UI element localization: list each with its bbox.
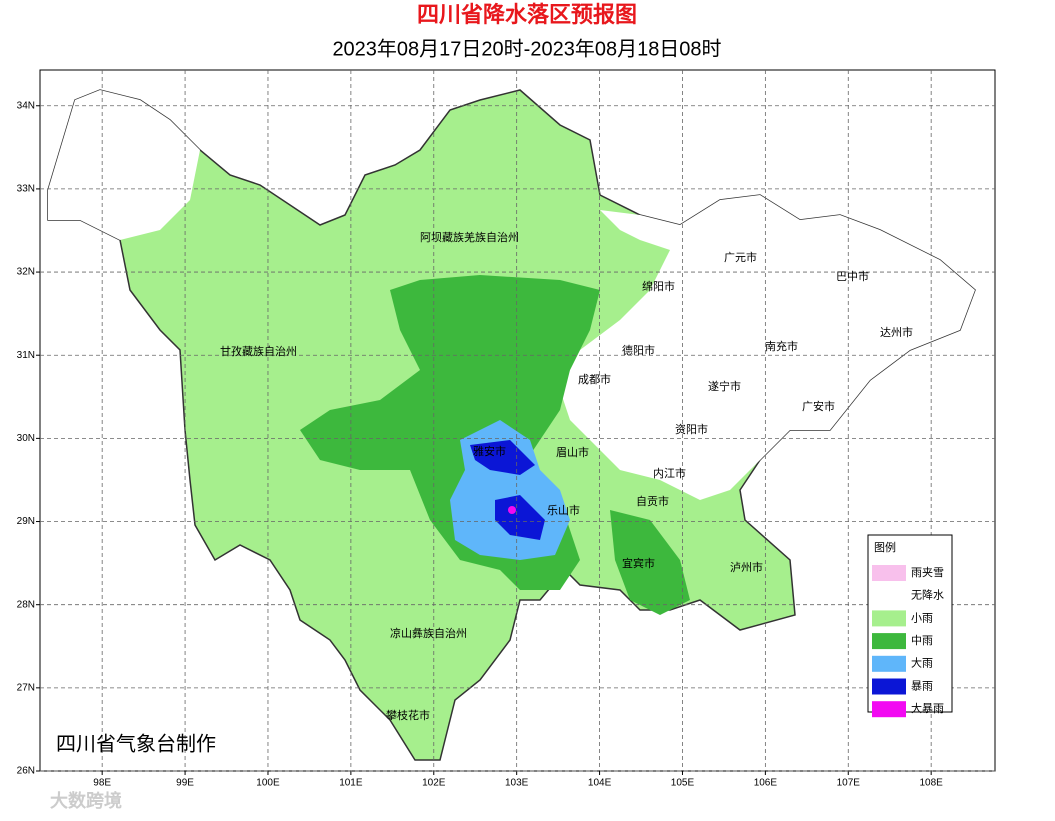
title: 四川省降水落区预报图 [417,2,637,27]
legend-title: 图例 [874,540,896,554]
place-label: 绵阳市 [642,279,675,293]
place-label: 成都市 [578,372,611,386]
x-tick-label: 101E [339,778,363,789]
legend-label: 无降水 [911,588,944,602]
x-tick-label: 106E [754,778,778,789]
x-tick-label: 102E [422,778,446,789]
x-tick-label: 99E [176,778,194,789]
legend-label: 中雨 [911,634,933,647]
place-label: 资阳市 [675,422,708,436]
y-tick-label: 33N [17,184,35,195]
legend-label: 大暴雨 [911,701,944,715]
x-tick-label: 100E [256,778,280,789]
rain-areas [47,89,976,761]
x-tick-label: 105E [671,778,695,789]
rainstorm-north [470,440,535,475]
place-label: 内江市 [653,466,686,480]
legend-swatch [872,655,906,672]
place-label: 雅安市 [473,444,506,458]
heavy-rainstorm [508,506,516,514]
legend-label: 暴雨 [911,679,933,692]
x-tick-label: 108E [919,778,943,789]
watermark: 大数跨境 [50,790,122,811]
legend-swatch [872,701,906,718]
place-label: 巴中市 [836,269,869,283]
place-label: 南充市 [765,339,798,353]
y-tick-label: 27N [17,682,35,693]
place-label: 自贡市 [636,494,669,508]
y-tick-label: 32N [17,267,35,278]
place-label: 阿坝藏族羌族自治州 [420,230,519,244]
place-label: 德阳市 [622,343,655,357]
x-tick-label: 98E [93,778,111,789]
place-label: 乐山市 [547,503,580,517]
y-tick-label: 28N [17,599,35,610]
legend-swatch [872,633,906,650]
legend-swatch [872,565,906,581]
rainstorm-south [495,495,545,540]
place-label: 甘孜藏族自治州 [220,344,297,358]
x-tick-label: 107E [837,778,861,789]
y-tick-label: 30N [17,433,35,444]
moderate-rain-south [610,510,690,615]
place-label: 达州市 [880,325,913,339]
place-label: 攀枝花市 [386,708,430,722]
y-tick-label: 29N [17,516,35,527]
place-label: 泸州市 [730,560,763,574]
credit: 四川省气象台制作 [56,732,216,755]
legend-label: 雨夹雪 [911,566,944,579]
x-tick-label: 103E [505,778,529,789]
no-rain-northwest [48,90,200,240]
subtitle: 2023年08月17日20时-2023年08月18日08时 [332,37,721,60]
place-labels: 阿坝藏族羌族自治州 甘孜藏族自治州 凉山彝族自治州 攀枝花市 广元市 巴中市 绵… [220,230,913,722]
legend-label: 大雨 [911,656,933,670]
no-rain-east [560,195,975,500]
y-tick-label: 26N [17,766,35,777]
place-label: 宜宾市 [622,556,655,570]
legend-swatch [872,610,906,627]
place-label: 眉山市 [556,445,589,459]
place-label: 遂宁市 [708,379,741,393]
y-tick-label: 31N [17,350,35,361]
y-tick-label: 34N [17,100,35,111]
legend-label: 小雨 [911,611,933,624]
place-label: 凉山彝族自治州 [390,626,467,640]
place-label: 广安市 [802,399,835,413]
x-tick-label: 104E [588,778,612,789]
legend-swatch [872,678,906,695]
legend-swatch [872,587,906,604]
place-label: 广元市 [724,250,757,264]
